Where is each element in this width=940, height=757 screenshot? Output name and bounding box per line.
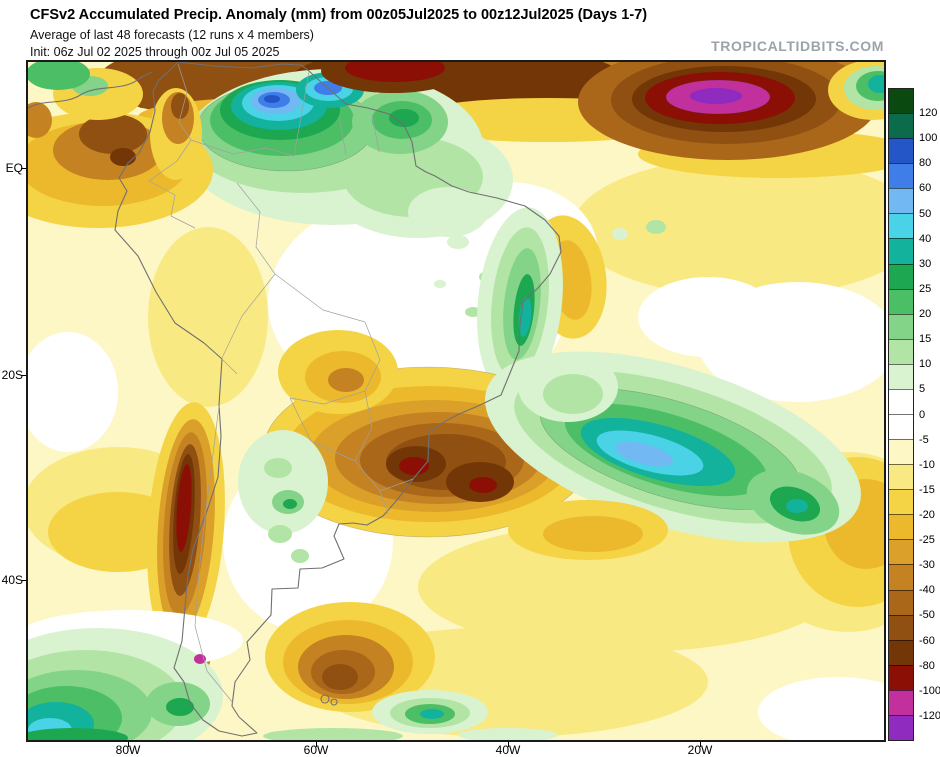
lon-label-60w: 60W (303, 743, 329, 757)
country-borders (148, 63, 414, 704)
forecast-average-subtitle: Average of last 48 forecasts (12 runs x … (30, 28, 314, 42)
colorbar-tick-label: 120 (919, 107, 938, 120)
lon-tick (508, 742, 509, 747)
colorbar-segment (889, 539, 913, 565)
lon-tick (700, 742, 701, 747)
lon-tick (128, 742, 129, 747)
colorbar-segment (889, 664, 913, 690)
colorbar-segment (889, 564, 913, 590)
colorbar-tick-label: 60 (919, 182, 932, 195)
lat-label-40s: 40S (1, 573, 23, 587)
colorbar-tick-label: 10 (919, 358, 932, 371)
lon-tick (316, 742, 317, 747)
colorbar-tick-label: -50 (919, 609, 935, 622)
init-time-label: Init: 06z Jul 02 2025 through 00z Jul 05… (30, 45, 280, 59)
coastline (28, 62, 562, 737)
tropicaltidbits-watermark: TROPICALTIDBITS.COM (711, 38, 884, 54)
colorbar-segment (889, 514, 913, 540)
paraguay-argentina-wet-flecks (238, 430, 328, 563)
colorbar-segment (889, 163, 913, 189)
colorbar-tick-label: 30 (919, 257, 932, 270)
colorbar-tick-label: 25 (919, 282, 932, 295)
central-america-corner-contours (28, 62, 143, 138)
colorbar-tick-label: -15 (919, 483, 935, 496)
colorbar-segment (889, 464, 913, 490)
colorbar-tick-label: -5 (919, 433, 929, 446)
southwest-pacific-wet-contours (28, 610, 243, 740)
south-atlantic-wet-band-contours (485, 351, 861, 560)
colorbar-tick-label: 50 (919, 207, 932, 220)
colorbar-segment (889, 439, 913, 465)
colorbar-tick-label: 20 (919, 308, 932, 321)
south-central-dry-blob-contours (265, 602, 435, 712)
colorbar-tick-label: -40 (919, 584, 935, 597)
colorbar-segment (889, 689, 913, 715)
colorbar-segment (889, 614, 913, 640)
lon-label-80w: 80W (115, 743, 141, 757)
colorbar-tick-label: 100 (919, 132, 938, 145)
page-title: CFSv2 Accumulated Precip. Anomaly (mm) f… (30, 7, 648, 23)
colorbar-tick-label: 0 (919, 408, 926, 421)
colorbar-segment (889, 113, 913, 139)
colorbar-tick-label: 5 (919, 383, 926, 396)
colorbar-tick-label: 40 (919, 232, 932, 245)
colorbar-segment (889, 589, 913, 615)
map-frame (26, 60, 886, 742)
colorbar-tick-label: -100 (919, 684, 940, 697)
east-coast-wet-strip (477, 207, 563, 397)
colorbar-segment (889, 489, 913, 515)
lat-tick (21, 580, 26, 581)
amazon-wet-anomaly-contours (164, 69, 513, 238)
colorbar-tick-label: -20 (919, 508, 935, 521)
colorbar-segment (889, 263, 913, 289)
colorbar-tick-label: 15 (919, 333, 932, 346)
colorbar-segment (889, 188, 913, 214)
colorbar (888, 88, 914, 741)
colorbar-tick-label: 80 (919, 157, 932, 170)
colorbar-labels: 120 100 80 60 50 40 30 25 20 15 10 5 0 -5 -10 -15 -20 -25… (919, 88, 940, 741)
colorbar-tick-label: -80 (919, 659, 935, 672)
lat-tick (21, 375, 26, 376)
colorbar-segment (889, 338, 913, 364)
lon-label-20w: 20W (687, 743, 713, 757)
colorbar-segment (889, 639, 913, 665)
lat-tick (21, 168, 26, 169)
colorbar-segment (889, 363, 913, 389)
colorbar-segment (889, 414, 913, 440)
colorbar-segment (889, 138, 913, 164)
colorbar-segment (889, 313, 913, 339)
venezuela-coast-dry-core (321, 62, 465, 93)
colorbar-segment (889, 288, 913, 314)
colorbar-tick-label: -10 (919, 458, 935, 471)
colorbar-segment (889, 714, 913, 741)
lat-label-eq: EQ (5, 161, 23, 175)
top-right-corner-wet-spot (828, 62, 884, 120)
lon-label-40w: 40W (495, 743, 521, 757)
colorbar-tick-label: -120 (919, 709, 940, 722)
precip-anomaly-map (28, 62, 884, 740)
colorbar-segment (889, 89, 913, 114)
colorbar-tick-label: -30 (919, 559, 935, 572)
colorbar-tick-label: -25 (919, 534, 935, 547)
colorbar-segment (889, 238, 913, 264)
south-ocean-wet-spots (263, 690, 558, 740)
colorbar-segment (889, 213, 913, 239)
colorbar-tick-label: -60 (919, 634, 935, 647)
colorbar-segment (889, 388, 913, 415)
lat-label-20s: 20S (1, 368, 23, 382)
